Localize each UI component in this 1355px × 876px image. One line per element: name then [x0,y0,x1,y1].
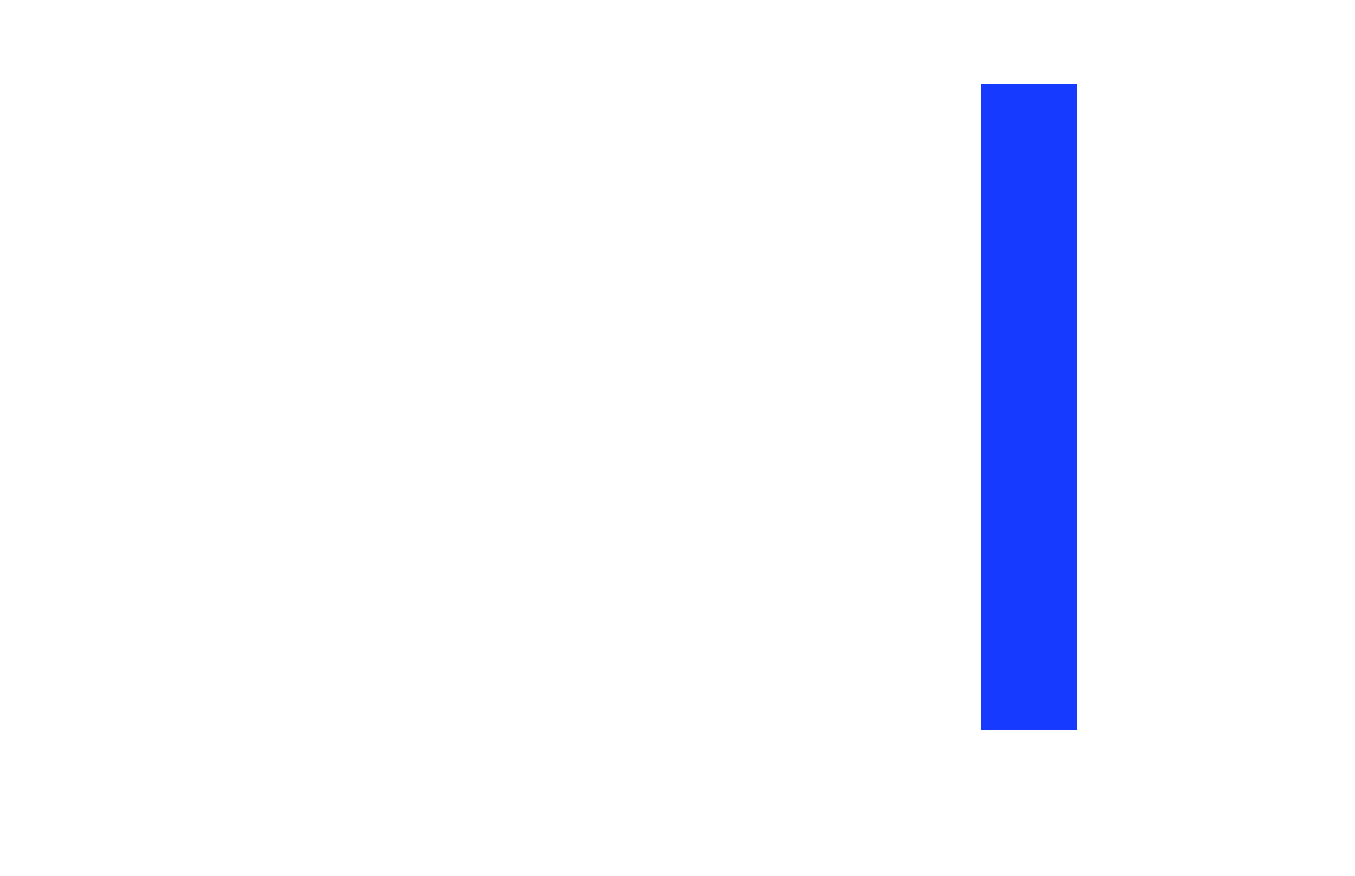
blue-panel [981,84,1077,730]
